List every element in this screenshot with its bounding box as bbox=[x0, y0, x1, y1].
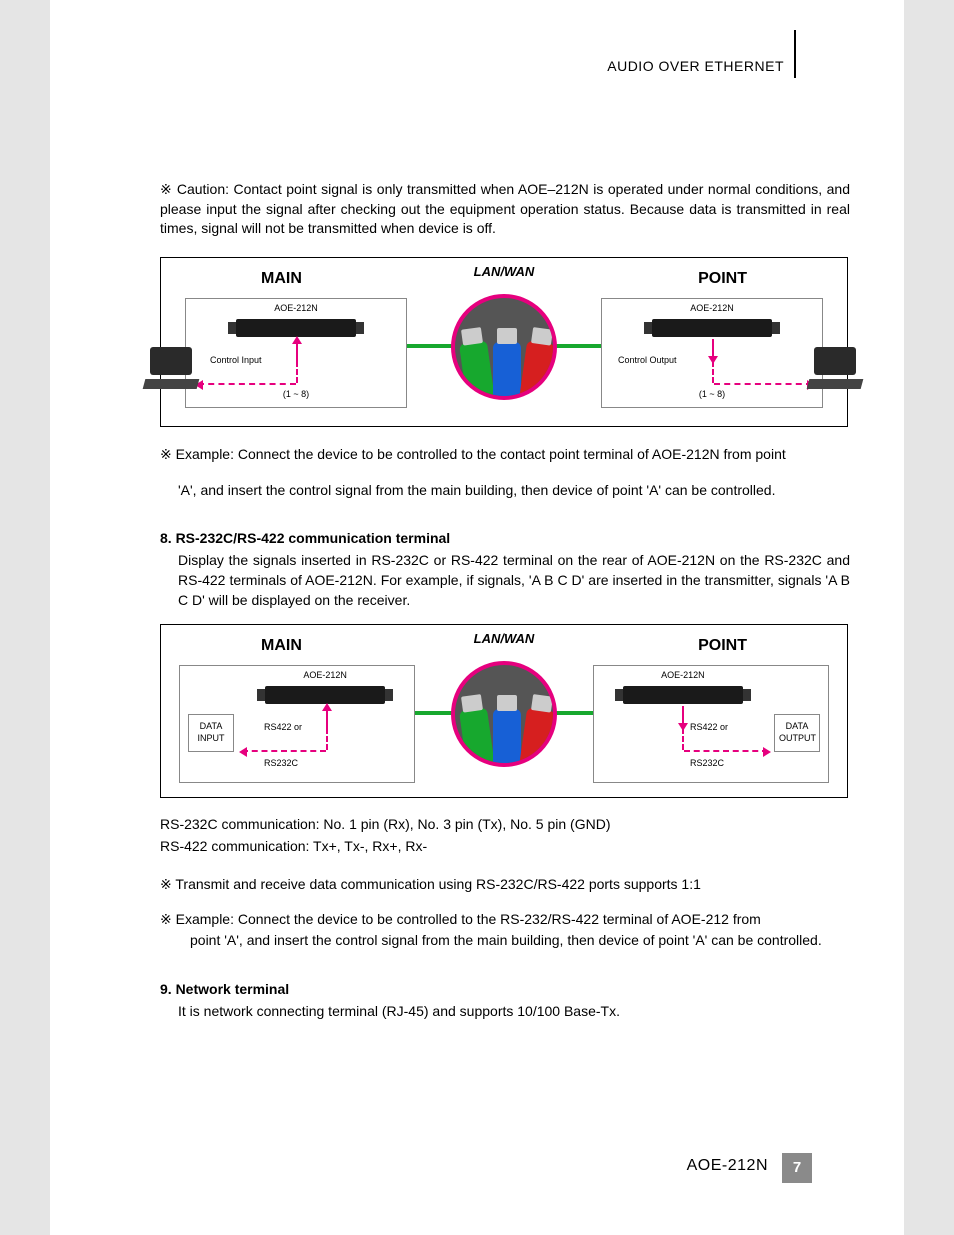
diagram1-point-title: POINT bbox=[698, 270, 747, 288]
example1-line2: 'A', and insert the control signal from … bbox=[160, 479, 850, 501]
header-divider bbox=[794, 30, 796, 78]
page: AUDIO OVER ETHERNET Caution: Contact poi… bbox=[50, 0, 904, 1235]
cable-green bbox=[459, 708, 495, 768]
spec-line2: RS-422 communication: Tx+, Tx-, Rx+, Rx- bbox=[160, 836, 850, 858]
d2-left-proto2: RS232C bbox=[264, 758, 298, 768]
diagram1-main-title: MAIN bbox=[261, 270, 302, 288]
d1-right-device: AOE-212N bbox=[690, 303, 734, 313]
cable-green bbox=[459, 340, 495, 400]
arrow-down-icon bbox=[712, 339, 714, 361]
spec-line1: RS-232C communication: No. 1 pin (Rx), N… bbox=[160, 814, 850, 836]
note2: Example: Connect the device to be contro… bbox=[160, 909, 850, 951]
header-title: AUDIO OVER ETHERNET bbox=[607, 58, 784, 74]
diagram2-point-title: POINT bbox=[698, 637, 747, 655]
section9-body: It is network connecting terminal (RJ-45… bbox=[160, 1001, 850, 1021]
diagram-rs232: MAIN POINT LAN/WAN DATA INPUT AOE-212N R… bbox=[160, 624, 848, 798]
arrow-up-icon bbox=[326, 706, 328, 728]
computer-icon bbox=[140, 347, 204, 389]
d2-right-proto1: RS422 or bbox=[690, 722, 728, 732]
example1: Example: Connect the device to be contro… bbox=[160, 443, 850, 502]
data-input-box: DATA INPUT bbox=[188, 714, 234, 751]
footer-model: AOE-212N bbox=[687, 1157, 768, 1175]
diagram1-lanwan: LAN/WAN bbox=[474, 264, 535, 279]
diagram2-lanwan: LAN/WAN bbox=[474, 631, 535, 646]
d1-left-device: AOE-212N bbox=[274, 303, 318, 313]
cable-blue bbox=[493, 342, 521, 400]
d2-left-device: AOE-212N bbox=[303, 670, 347, 680]
dashed-arrow-left bbox=[198, 383, 296, 385]
note2-line2: point 'A', and insert the control signal… bbox=[160, 930, 850, 951]
arrow-up-icon bbox=[296, 339, 298, 361]
section8-body: Display the signals inserted in RS-232C … bbox=[160, 550, 850, 611]
diagram2-left-panel: DATA INPUT AOE-212N RS422 or RS232C bbox=[179, 665, 415, 783]
rack-unit-icon bbox=[623, 686, 743, 704]
note1-text: Transmit and receive data communication … bbox=[175, 876, 701, 892]
dashed-line bbox=[326, 728, 328, 750]
dashed-line bbox=[712, 361, 714, 383]
d2-right-proto2: RS232C bbox=[690, 758, 724, 768]
dashed-line bbox=[682, 728, 684, 750]
arrow-down-icon bbox=[682, 706, 684, 728]
d2-left-proto1: RS422 or bbox=[264, 722, 302, 732]
caution-body: Caution: Contact point signal is only tr… bbox=[160, 181, 850, 236]
dashed-arrow-right bbox=[714, 383, 812, 385]
section8-heading: 8. RS-232C/RS-422 communication terminal bbox=[160, 530, 850, 546]
diagram1-left-panel: AOE-212N Control Input (1 ~ 8) bbox=[185, 298, 407, 408]
dashed-arrow-left bbox=[242, 750, 326, 752]
d1-left-conn: Control Input bbox=[210, 355, 262, 365]
cable-blue bbox=[493, 709, 521, 767]
d1-right-conn: Control Output bbox=[618, 355, 677, 365]
content-area: Caution: Contact point signal is only tr… bbox=[160, 180, 850, 1035]
computer-icon bbox=[804, 347, 868, 389]
dashed-arrow-right bbox=[684, 750, 768, 752]
d1-right-range: (1 ~ 8) bbox=[602, 389, 822, 399]
diagram2-main-title: MAIN bbox=[261, 637, 302, 655]
network-hub-icon bbox=[451, 294, 557, 400]
dashed-line bbox=[296, 361, 298, 383]
example1-line1: Example: Connect the device to be contro… bbox=[176, 446, 786, 462]
network-hub-icon bbox=[451, 661, 557, 767]
diagram-contact-point: MAIN POINT LAN/WAN AOE-212N Control Inpu… bbox=[160, 257, 848, 427]
cable-red bbox=[519, 708, 555, 768]
rack-unit-icon bbox=[652, 319, 772, 337]
diagram2-right-panel: DATA OUTPUT AOE-212N RS422 or RS232C bbox=[593, 665, 829, 783]
rs-spec: RS-232C communication: No. 1 pin (Rx), N… bbox=[160, 814, 850, 857]
caution-text: Caution: Contact point signal is only tr… bbox=[160, 180, 850, 239]
d2-right-device: AOE-212N bbox=[661, 670, 705, 680]
section9-heading: 9. Network terminal bbox=[160, 981, 850, 997]
note2-line1: Example: Connect the device to be contro… bbox=[176, 911, 761, 927]
note1: Transmit and receive data communication … bbox=[160, 874, 850, 895]
d1-left-range: (1 ~ 8) bbox=[186, 389, 406, 399]
cable-red bbox=[519, 340, 555, 400]
data-output-box: DATA OUTPUT bbox=[774, 714, 820, 751]
footer-page-number: 7 bbox=[782, 1153, 812, 1183]
diagram1-right-panel: AOE-212N Control Output (1 ~ 8) bbox=[601, 298, 823, 408]
